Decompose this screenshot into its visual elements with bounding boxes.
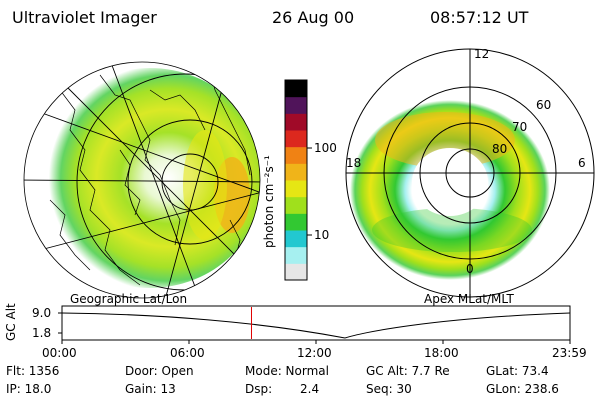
colorbar-segment [285,213,307,231]
colorbar-segment [285,196,307,214]
colorbar-segment [285,80,307,98]
door-status: Door: Open [125,364,194,378]
colorbar-segment [285,96,307,114]
lat-label-60: 60 [536,98,552,112]
colorbar-segment [285,113,307,131]
xtick-0600: 06:00 [170,346,205,360]
colorbar-tick-10: 10 [314,228,330,242]
xtick-2359: 23:59 [552,346,587,360]
altitude-ytick-bottom: 1.8 [32,326,52,340]
colorbar-segment [285,263,307,281]
polar-label-0: 0 [466,262,474,276]
altitude-ytick-top: 9.0 [32,306,52,320]
colorbar-tick-100: 100 [314,141,337,155]
right-panel-caption: Apex MLat/MLT [424,292,514,306]
geographic-map [23,61,261,299]
apex-polar-plot [345,48,595,298]
date-label: 26 Aug 00 [272,8,355,27]
gc-altitude: GC Alt: 7.7 Re [366,364,450,378]
flight-number: Flt: 1356 [6,364,60,378]
colorbar-segment [285,230,307,248]
colorbar-unit-label: photon cm⁻²s⁻¹ [262,155,276,248]
sequence-number: Seq: 30 [366,382,412,396]
ip-value: IP: 18.0 [6,382,52,396]
xtick-0000: 00:00 [42,346,77,360]
color-bar [285,80,307,281]
polar-label-6: 6 [578,156,586,170]
geo-longitude: GLon: 238.6 [486,382,559,396]
lat-label-80: 80 [492,142,508,156]
colorbar-segment [285,180,307,198]
time-label: 08:57:12 UT [430,8,529,27]
gain-value: Gain: 13 [125,382,176,396]
dsp-value: 2.4 [300,382,320,396]
left-panel-caption: Geographic Lat/Lon [70,292,188,306]
polar-label-12: 12 [474,47,490,61]
lat-label-70: 70 [512,120,528,134]
xtick-1800: 18:00 [424,346,459,360]
colorbar-segment [285,246,307,264]
altitude-ylabel: GC Alt [4,303,18,341]
geo-latitude: GLat: 73.4 [486,364,549,378]
altitude-plot [58,305,571,344]
xtick-1200: 12:00 [297,346,332,360]
dsp-label: Dsp: [245,382,273,396]
colorbar-segment [285,130,307,148]
colorbar-segment [285,146,307,164]
mode-value: Mode: Normal [245,364,329,378]
polar-label-18: 18 [346,156,362,170]
colorbar-segment [285,163,307,181]
app-title: Ultraviolet Imager [12,8,157,27]
